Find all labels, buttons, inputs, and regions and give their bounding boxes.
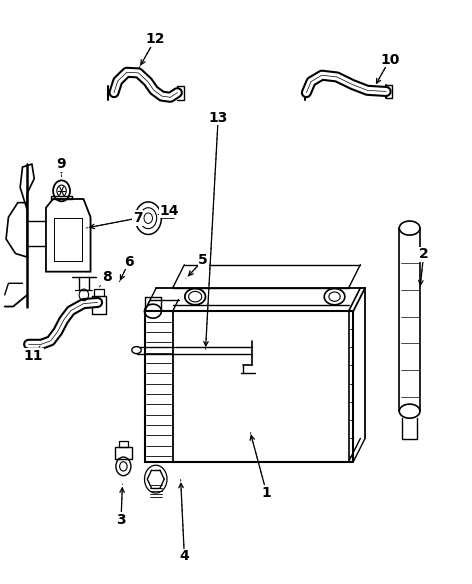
Polygon shape — [132, 347, 141, 353]
Text: 13: 13 — [209, 110, 228, 124]
Text: 10: 10 — [380, 53, 400, 67]
Text: 5: 5 — [198, 253, 208, 267]
Text: 6: 6 — [124, 255, 134, 269]
Text: 12: 12 — [145, 32, 165, 46]
Text: 1: 1 — [261, 485, 271, 499]
Text: 14: 14 — [160, 204, 179, 218]
Text: 8: 8 — [102, 270, 112, 284]
Text: 7: 7 — [133, 211, 142, 225]
Text: 9: 9 — [57, 157, 66, 171]
Text: 4: 4 — [179, 550, 189, 564]
Text: 3: 3 — [116, 513, 126, 527]
Text: 2: 2 — [419, 247, 429, 261]
Text: 11: 11 — [24, 349, 43, 363]
